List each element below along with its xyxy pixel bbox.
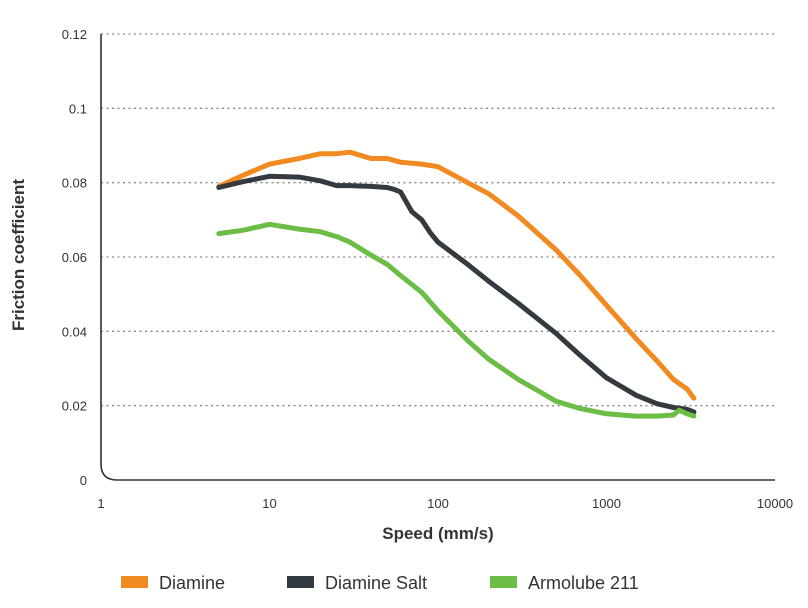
axis-lines	[100, 34, 775, 481]
y-axis-title: Friction coefficient	[9, 179, 28, 331]
legend-label-diamine-salt: Diamine Salt	[325, 573, 427, 593]
series-line-diamine	[216, 149, 697, 401]
y-tick-label: 0.06	[62, 250, 87, 265]
x-tick-label: 1000	[592, 496, 621, 511]
y-tick-label: 0.04	[62, 324, 87, 339]
y-tick-label: 0.12	[62, 27, 87, 42]
x-tick-label: 10000	[757, 496, 793, 511]
x-tick-label: 10	[262, 496, 276, 511]
legend-swatch-armolube-211	[490, 576, 517, 588]
x-axis-title: Speed (mm/s)	[382, 524, 493, 543]
y-tick-label: 0.02	[62, 399, 87, 414]
y-tick-labels: 0 0.02 0.04 0.06 0.08 0.1 0.12	[62, 27, 87, 488]
y-tick-label: 0.08	[62, 176, 87, 191]
x-tick-label: 100	[427, 496, 449, 511]
legend-label-diamine: Diamine	[159, 573, 225, 593]
legend: Diamine Diamine Salt Armolube 211	[121, 573, 639, 593]
gridlines	[101, 33, 775, 407]
series-line-armolube-211	[216, 221, 697, 419]
legend-swatch-diamine-salt	[287, 576, 314, 588]
y-tick-label: 0.1	[69, 101, 87, 116]
x-tick-label: 1	[97, 496, 104, 511]
legend-swatch-diamine	[121, 576, 148, 588]
x-tick-labels: 1 10 100 1000 10000	[97, 496, 793, 511]
series-line-diamine-salt	[216, 173, 697, 415]
series-lines	[216, 149, 697, 419]
y-tick-label: 0	[80, 473, 87, 488]
legend-label-armolube-211: Armolube 211	[528, 573, 639, 593]
